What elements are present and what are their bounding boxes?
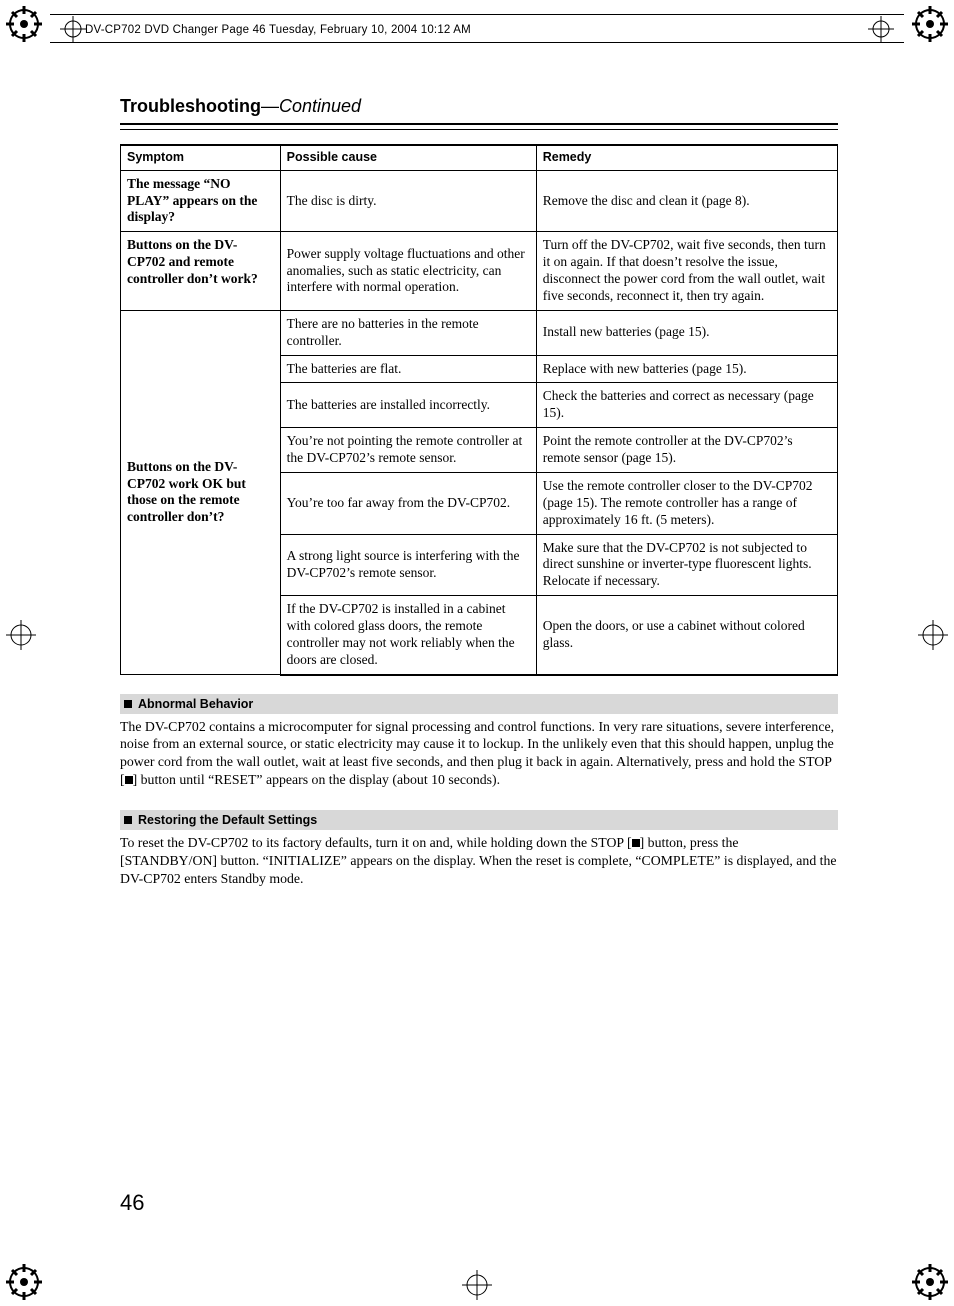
table-row: Buttons on the DV-CP702 work OK but thos… [121,310,838,355]
cell-remedy: Open the doors, or use a cabinet without… [536,596,837,675]
page: DV-CP702 DVD Changer Page 46 Tuesday, Fe… [0,0,954,1306]
crosshair-icon [60,16,86,42]
th-symptom: Symptom [121,145,281,170]
cell-remedy: Remove the disc and clean it (page 8). [536,170,837,232]
sub-heading-text: Restoring the Default Settings [138,813,317,827]
doc-header-line: DV-CP702 DVD Changer Page 46 Tuesday, Fe… [85,24,471,36]
cell-symptom: The message “NO PLAY” appears on the dis… [121,170,281,232]
text-part: To reset the DV-CP702 to its factory def… [120,835,632,850]
sub-heading-abnormal: Abnormal Behavior [120,694,838,714]
cell-cause: There are no batteries in the remote con… [280,310,536,355]
stop-icon [125,776,133,784]
sub-heading-restoring: Restoring the Default Settings [120,810,838,830]
page-number: 46 [120,1190,144,1216]
restoring-text: To reset the DV-CP702 to its factory def… [120,834,838,887]
square-bullet-icon [124,700,132,708]
cell-cause: You’re too far away from the DV-CP702. [280,472,536,534]
cell-remedy: Point the remote controller at the DV-CP… [536,428,837,473]
cell-cause: If the DV-CP702 is installed in a cabine… [280,596,536,675]
cell-remedy: Check the batteries and correct as neces… [536,383,837,428]
crosshair-icon [6,620,36,650]
cell-remedy: Replace with new batteries (page 15). [536,355,837,383]
cell-symptom: Buttons on the DV-CP702 and remote contr… [121,232,281,311]
registration-mark-icon [910,4,950,44]
registration-mark-icon [4,1262,44,1302]
crosshair-icon [868,16,894,42]
title-dash: — [261,96,279,116]
header-rule-bottom [50,42,904,43]
cell-remedy: Turn off the DV-CP702, wait five seconds… [536,232,837,311]
crosshair-icon [918,620,948,650]
cell-cause: The disc is dirty. [280,170,536,232]
section-title: Troubleshooting—Continued [120,96,838,117]
title-italic: Continued [279,96,361,116]
square-bullet-icon [124,816,132,824]
crosshair-icon [462,1270,492,1300]
table-row: The message “NO PLAY” appears on the dis… [121,170,838,232]
cell-remedy: Install new batteries (page 15). [536,310,837,355]
title-rule [120,123,838,130]
th-remedy: Remedy [536,145,837,170]
registration-mark-icon [4,4,44,44]
table-row: Buttons on the DV-CP702 and remote contr… [121,232,838,311]
table-header-row: Symptom Possible cause Remedy [121,145,838,170]
header-rule-top [50,14,904,15]
registration-mark-icon [910,1262,950,1302]
troubleshooting-table: Symptom Possible cause Remedy The messag… [120,144,838,676]
cell-cause: Power supply voltage fluctuations and ot… [280,232,536,311]
title-bold: Troubleshooting [120,96,261,116]
sub-heading-text: Abnormal Behavior [138,697,253,711]
stop-icon [632,839,640,847]
cell-cause: You’re not pointing the remote controlle… [280,428,536,473]
text-part: ] button until “RESET” appears on the di… [133,772,500,787]
cell-remedy: Use the remote controller closer to the … [536,472,837,534]
cell-cause: A strong light source is interfering wit… [280,534,536,596]
cell-remedy: Make sure that the DV-CP702 is not subje… [536,534,837,596]
th-cause: Possible cause [280,145,536,170]
cell-cause: The batteries are installed incorrectly. [280,383,536,428]
cell-cause: The batteries are flat. [280,355,536,383]
abnormal-text: The DV-CP702 contains a microcomputer fo… [120,718,838,789]
cell-symptom: Buttons on the DV-CP702 work OK but thos… [121,310,281,674]
content-area: Troubleshooting—Continued Symptom Possib… [120,96,838,887]
